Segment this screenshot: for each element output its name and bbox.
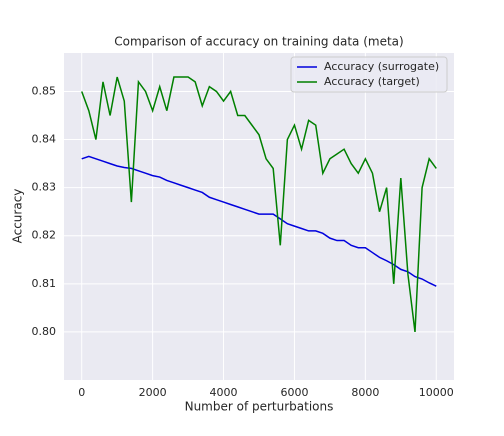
x-tick-label: 0 <box>78 386 85 399</box>
y-tick-label: 0.82 <box>32 229 57 242</box>
y-tick-label: 0.80 <box>32 325 57 338</box>
x-tick-label: 2000 <box>139 386 167 399</box>
y-tick-label: 0.81 <box>32 277 57 290</box>
x-axis-label: Number of perturbations <box>185 400 334 414</box>
y-axis-label: Accuracy <box>11 189 25 244</box>
series-line <box>81 155 437 287</box>
y-tick-label: 0.85 <box>32 84 57 97</box>
x-tick-label: 4000 <box>210 386 238 399</box>
y-tick-label: 0.83 <box>32 181 57 194</box>
legend-label: Accuracy (surrogate) <box>324 60 439 73</box>
series-line <box>81 76 437 333</box>
legend-box <box>290 56 448 93</box>
plot-area <box>64 53 454 380</box>
chart-title: Comparison of accuracy on training data … <box>114 35 403 49</box>
legend-label: Accuracy (target) <box>324 75 420 88</box>
x-tick-label: 10000 <box>419 386 454 399</box>
x-tick-label: 6000 <box>280 386 308 399</box>
x-tick-label: 8000 <box>351 386 379 399</box>
y-tick-label: 0.84 <box>32 133 57 146</box>
